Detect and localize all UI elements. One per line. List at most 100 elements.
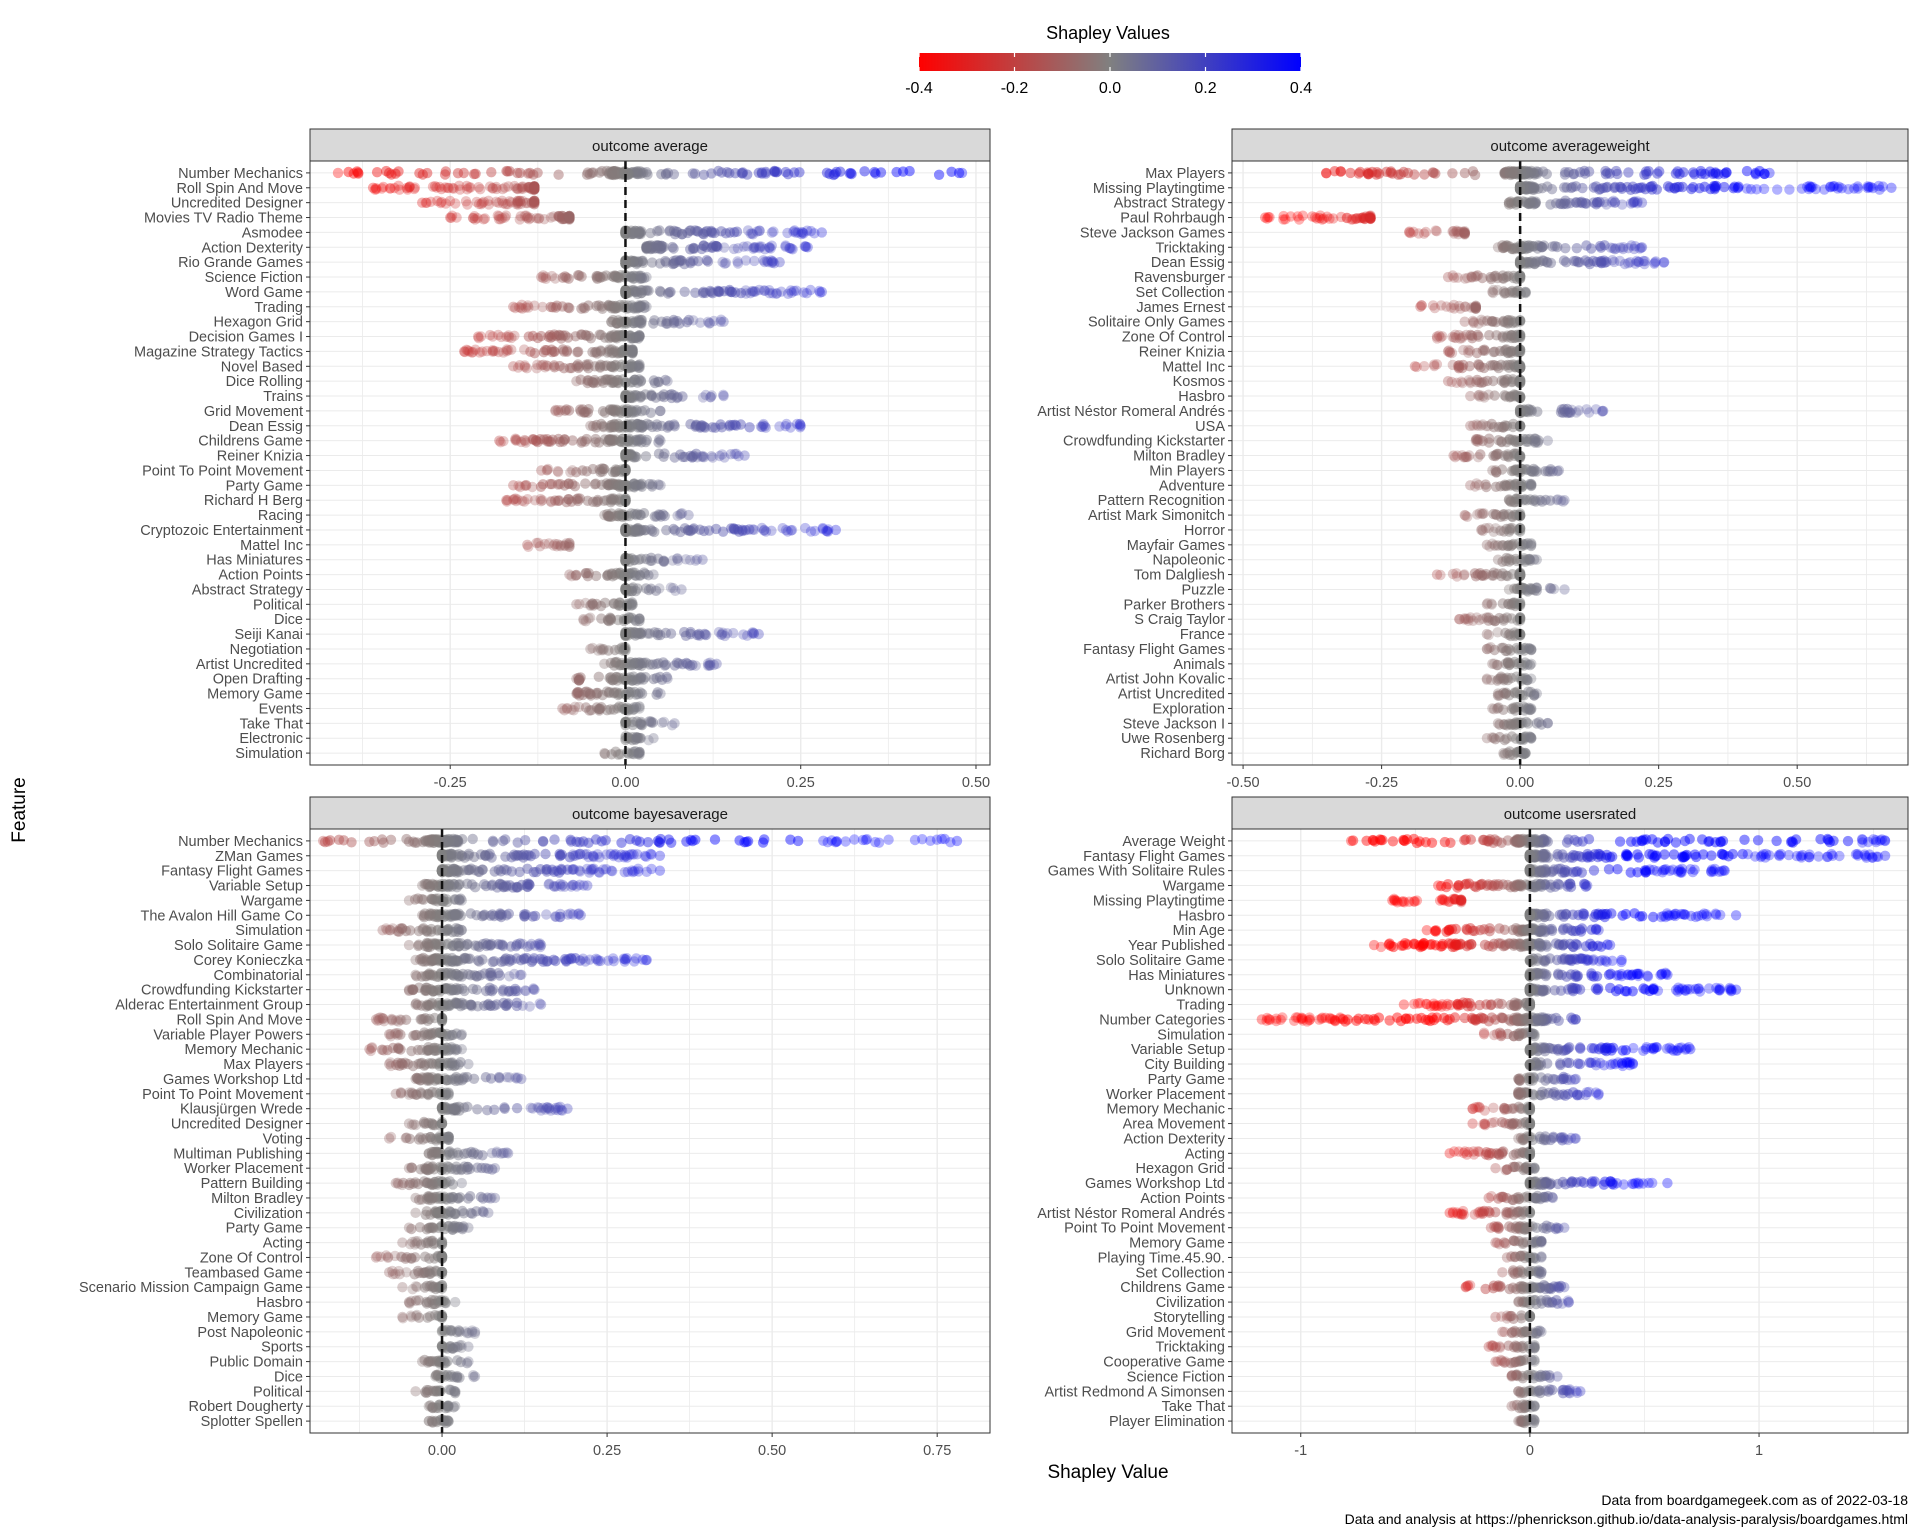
shapley-point (707, 452, 718, 463)
shapley-point (581, 361, 592, 372)
shapley-point (582, 377, 593, 389)
shapley-point (771, 288, 783, 299)
shapley-point (594, 867, 605, 878)
shapley-point (754, 225, 765, 236)
shapley-point (488, 836, 499, 848)
shapley-point (724, 168, 735, 179)
shapley-point (645, 243, 656, 255)
shapley-point (708, 315, 720, 327)
shapley-point (512, 183, 524, 194)
shapley-point (1335, 166, 1346, 177)
shapley-point (521, 212, 533, 224)
shapley-point (524, 940, 536, 951)
shapley-point (493, 214, 505, 225)
shapley-point (829, 168, 840, 180)
shapley-point (754, 225, 765, 236)
shapley-point (1636, 197, 1648, 208)
shapley-point (1886, 182, 1897, 193)
shapley-point (529, 196, 540, 207)
shapley-point (1465, 480, 1476, 491)
y-tick-label: Rio Grande Games (178, 255, 303, 271)
shapley-point (784, 242, 795, 254)
shapley-point (740, 255, 752, 266)
shapley-point (706, 225, 717, 237)
shapley-point (504, 196, 515, 207)
shapley-point (318, 835, 329, 847)
shapley-point (459, 999, 470, 1010)
shapley-point (529, 181, 540, 192)
shapley-point (628, 166, 639, 178)
shapley-point (513, 302, 525, 313)
shapley-point (491, 183, 502, 195)
shapley-point (661, 316, 673, 327)
shapley-point (1520, 747, 1531, 759)
shapley-point (759, 285, 771, 296)
shapley-point (629, 256, 640, 267)
shapley-point (1586, 243, 1597, 254)
shapley-point (1553, 465, 1565, 476)
shapley-point (674, 318, 685, 329)
shapley-point (742, 169, 753, 180)
shapley-point (662, 288, 674, 299)
shapley-point (685, 244, 696, 255)
shapley-point (709, 227, 720, 239)
y-tick-label: Action Points (218, 568, 303, 584)
shapley-point (538, 272, 549, 284)
shapley-point (523, 168, 534, 179)
shapley-point (875, 167, 887, 178)
shapley-point (454, 184, 466, 195)
shapley-point (532, 167, 543, 178)
shapley-point (669, 229, 681, 240)
y-tick-label: Milton Bradley (1133, 449, 1226, 465)
shapley-point (692, 225, 703, 237)
shapley-point (652, 242, 663, 254)
shapley-point (619, 166, 630, 177)
shapley-point (1503, 718, 1515, 729)
y-tick-label: Solitaire Only Games (1088, 315, 1225, 331)
shapley-point (613, 272, 624, 283)
shapley-point (557, 703, 568, 714)
shapley-point (681, 317, 693, 328)
shapley-point (434, 181, 445, 193)
shapley-point (414, 168, 425, 179)
shapley-point (628, 227, 639, 238)
shapley-point (758, 285, 770, 296)
shapley-point (668, 318, 680, 329)
shapley-point (451, 212, 462, 223)
shapley-point (1649, 258, 1660, 269)
y-tick-label: Negotiation (230, 642, 303, 658)
shapley-point (594, 329, 605, 340)
shapley-point (1852, 181, 1863, 192)
shapley-point (752, 226, 763, 237)
shapley-point (731, 226, 743, 237)
shapley-point (639, 272, 650, 284)
shapley-point (511, 199, 522, 210)
shapley-point (1503, 598, 1514, 609)
shapley-point (883, 834, 894, 845)
y-tick-label: Parker Brothers (1123, 597, 1225, 613)
shapley-point (767, 288, 778, 299)
shapley-point (630, 374, 641, 385)
shapley-point (615, 169, 627, 180)
y-tick-label: Cryptozoic Entertainment (140, 523, 303, 539)
shapley-point (501, 494, 512, 506)
shapley-point (706, 226, 717, 238)
shapley-point (1501, 271, 1512, 283)
shapley-point (784, 243, 796, 254)
shapley-point (454, 180, 465, 191)
shapley-point (661, 525, 672, 536)
shapley-point (724, 286, 735, 297)
shapley-point (1617, 199, 1628, 210)
shapley-point (655, 286, 666, 298)
shapley-point (568, 864, 579, 875)
shapley-point (626, 272, 637, 283)
x-tick-label: 0.25 (787, 775, 815, 791)
shapley-point (754, 284, 765, 296)
shapley-point (547, 302, 558, 313)
shapley-point (742, 241, 753, 252)
shapley-point (759, 256, 770, 268)
shapley-point (729, 448, 740, 460)
shapley-point (629, 301, 640, 313)
shapley-point (648, 733, 659, 744)
shapley-point (667, 258, 679, 270)
